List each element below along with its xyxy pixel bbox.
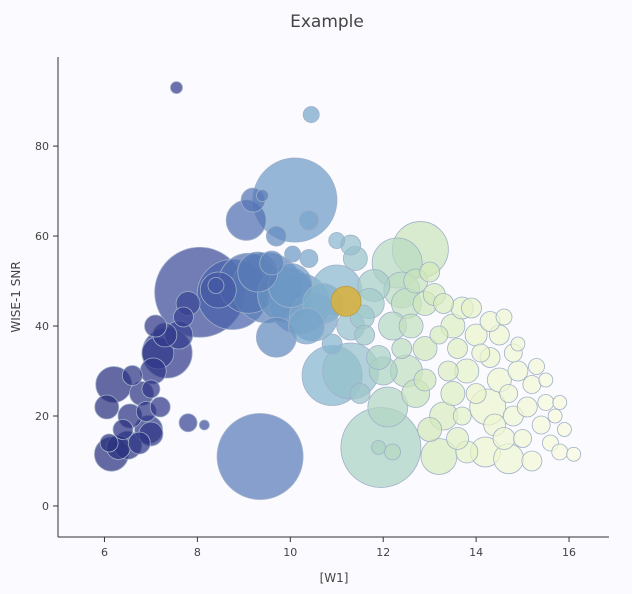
- bubble-point[interactable]: [528, 358, 545, 375]
- bubble-point[interactable]: [419, 261, 441, 283]
- bubble-point[interactable]: [321, 333, 343, 355]
- bubble-point[interactable]: [371, 440, 386, 455]
- bubble-point[interactable]: [259, 250, 285, 276]
- bubble-point[interactable]: [207, 277, 225, 294]
- bubble-point[interactable]: [173, 306, 194, 328]
- bubble-point[interactable]: [256, 189, 269, 202]
- bubble-point[interactable]: [499, 384, 519, 403]
- x-tick-label: 14: [469, 546, 483, 559]
- bubble-point[interactable]: [141, 379, 161, 399]
- x-tick-label: 10: [283, 546, 297, 559]
- bubble-point[interactable]: [328, 232, 346, 249]
- bubble-point[interactable]: [452, 406, 472, 426]
- bubble-point[interactable]: [495, 308, 513, 326]
- bubble-point[interactable]: [440, 381, 466, 406]
- bubble-point[interactable]: [507, 360, 529, 382]
- bubble-point[interactable]: [437, 360, 459, 382]
- bubble-point[interactable]: [429, 325, 449, 345]
- bubble-point[interactable]: [288, 307, 325, 345]
- bubble-point[interactable]: [302, 106, 320, 123]
- bubble-point[interactable]: [551, 443, 569, 461]
- bubble-point[interactable]: [127, 431, 151, 455]
- y-tick-label: 40: [35, 320, 49, 333]
- bubble-point[interactable]: [121, 365, 143, 386]
- bubble-point[interactable]: [513, 429, 532, 448]
- x-axis-label: [W1]: [320, 571, 349, 585]
- bubble-point[interactable]: [516, 396, 538, 418]
- x-tick-label: 6: [101, 546, 108, 559]
- bubble-point[interactable]: [298, 209, 320, 231]
- bubble-point[interactable]: [433, 293, 455, 314]
- x-tick-label: 8: [194, 546, 201, 559]
- bubble-point[interactable]: [99, 433, 119, 453]
- bubble-point[interactable]: [94, 394, 120, 420]
- bubble-point[interactable]: [367, 386, 409, 428]
- bubble-point[interactable]: [552, 395, 568, 410]
- bubble-point[interactable]: [510, 336, 526, 352]
- chart-title: Example: [290, 12, 364, 32]
- x-tick-label: 16: [562, 546, 576, 559]
- bubble-point[interactable]: [366, 345, 391, 370]
- bubble-point[interactable]: [178, 413, 198, 433]
- bubble-point[interactable]: [144, 314, 167, 338]
- bubble-point[interactable]: [216, 413, 304, 500]
- highlighted-bubble[interactable]: [330, 285, 362, 317]
- bubble-point[interactable]: [149, 396, 171, 418]
- bubble-point[interactable]: [538, 372, 554, 388]
- y-tick-label: 0: [42, 500, 49, 513]
- bubble-point[interactable]: [412, 336, 438, 361]
- bubble-point[interactable]: [471, 343, 491, 363]
- bubble-point[interactable]: [398, 313, 424, 339]
- bubble-point[interactable]: [531, 415, 551, 435]
- y-axis-label: WISE-1 SNR: [9, 261, 23, 332]
- bubble-point[interactable]: [447, 338, 468, 359]
- bubble-point[interactable]: [112, 419, 134, 440]
- bubble-point[interactable]: [521, 450, 543, 472]
- bubble-point[interactable]: [537, 394, 555, 411]
- y-tick-label: 60: [35, 230, 49, 243]
- bubble-point[interactable]: [522, 375, 542, 394]
- y-tick-label: 80: [35, 140, 49, 153]
- bubble-point[interactable]: [349, 383, 371, 404]
- bubble-point[interactable]: [284, 245, 302, 263]
- bubble-point[interactable]: [417, 417, 443, 442]
- x-tick-label: 12: [376, 546, 390, 559]
- bubble-point[interactable]: [465, 383, 487, 404]
- bubble-point[interactable]: [413, 368, 437, 392]
- bubble-point[interactable]: [354, 324, 376, 346]
- bubble-point[interactable]: [198, 419, 210, 431]
- bubble-point[interactable]: [566, 446, 582, 462]
- y-tick-label: 20: [35, 410, 49, 423]
- bubble-point[interactable]: [446, 427, 469, 450]
- bubble-point[interactable]: [170, 81, 183, 94]
- bubble-point[interactable]: [492, 427, 516, 450]
- bubble-point[interactable]: [391, 338, 413, 359]
- bubble-point[interactable]: [556, 422, 572, 437]
- bubble-point[interactable]: [265, 225, 287, 247]
- bubble-point[interactable]: [384, 443, 401, 461]
- bubble-point[interactable]: [299, 249, 319, 268]
- bubble-point[interactable]: [461, 297, 482, 319]
- bubble-point[interactable]: [547, 408, 563, 424]
